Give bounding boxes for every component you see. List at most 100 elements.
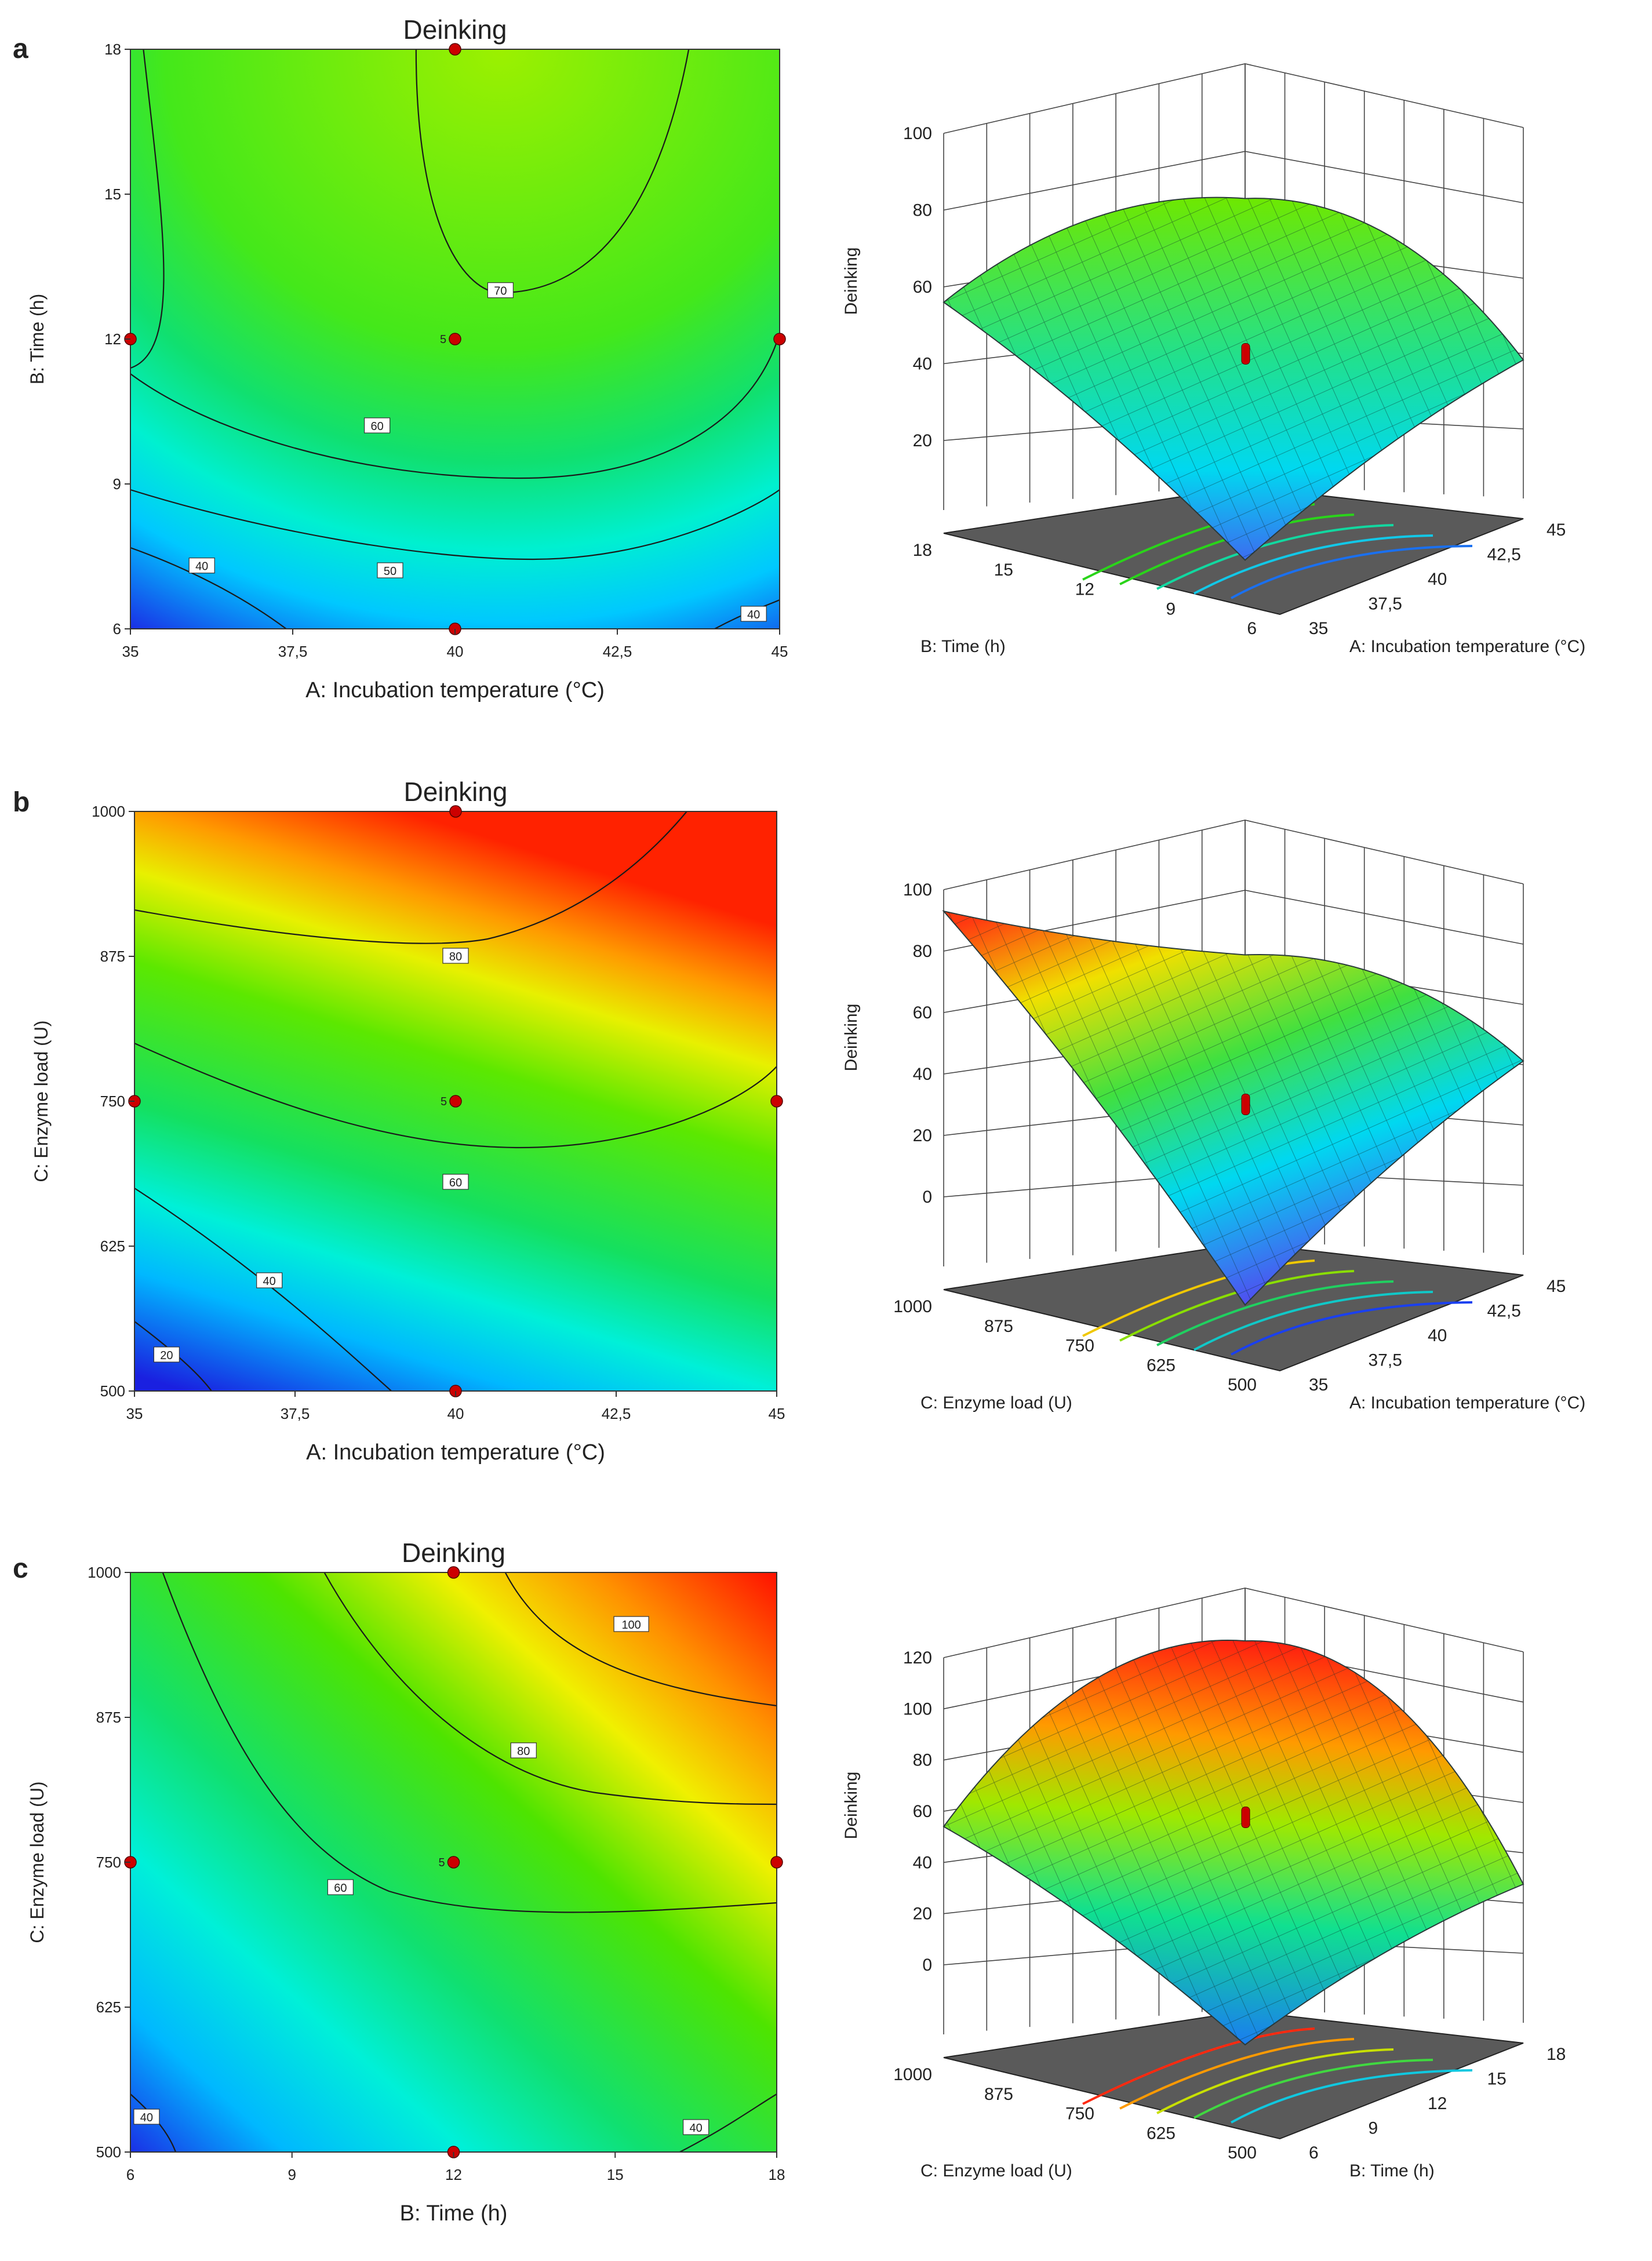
y-axis-label: B: Time (h) <box>27 294 48 384</box>
y-tick-label: 12 <box>104 330 121 348</box>
right-tick-label: 42,5 <box>1487 1302 1521 1321</box>
x-tick-label: 15 <box>607 2166 624 2183</box>
z-tick-label: 60 <box>913 1003 932 1022</box>
base-floor <box>943 1242 1524 1372</box>
x-tick-label: 6 <box>126 2166 134 2183</box>
left-tick-label: 750 <box>1065 1337 1094 1356</box>
y-tick-label: 875 <box>100 948 125 965</box>
contour-line <box>505 1572 777 1706</box>
left-tick-label: 875 <box>984 1317 1013 1336</box>
z-tick-label: 40 <box>913 1853 932 1872</box>
z-tick-label: 120 <box>903 1648 932 1667</box>
contour-line <box>680 2094 777 2152</box>
contour-label: 50 <box>384 565 396 578</box>
z-tick-label: 20 <box>913 431 932 450</box>
center-point <box>1241 1094 1250 1115</box>
y-tick-label: 500 <box>100 1382 125 1400</box>
wall-gridline <box>943 1588 1524 1658</box>
wall-gridline <box>943 63 1524 134</box>
x-tick-label: 40 <box>447 643 464 660</box>
design-point-count: 5 <box>439 1856 445 1869</box>
contour-label: 60 <box>370 420 383 433</box>
x-tick-label: 42,5 <box>603 643 632 660</box>
y-tick-label: 625 <box>100 1237 125 1255</box>
contour-line <box>130 2094 176 2152</box>
wall-gridline <box>943 820 1524 890</box>
surface-plot-c: 0 20 40 60 80 100 120 Deinking 500 625 750 875 1000 C… <box>842 1588 1566 2180</box>
right-tick-label: 9 <box>1369 2119 1378 2138</box>
contour-label: 80 <box>517 1745 530 1758</box>
contour-label: 60 <box>334 1882 347 1895</box>
right-tick-label: 35 <box>1309 1375 1328 1395</box>
z-tick-label: 60 <box>913 1802 932 1821</box>
contour-label-box <box>327 1879 354 1895</box>
base-floor <box>943 486 1524 616</box>
contour-label: 80 <box>449 951 462 963</box>
right-tick-label: 37,5 <box>1369 595 1402 614</box>
surface-mesh <box>944 1640 1523 2045</box>
y-tick-label: 9 <box>113 475 121 493</box>
floor-contour <box>1193 2059 1433 2119</box>
left-axis-label: C: Enzyme load (U) <box>920 1393 1072 1412</box>
x-tick-label: 45 <box>769 1405 785 1422</box>
surface-mesh <box>944 197 1523 560</box>
contour-lines <box>130 1572 777 2152</box>
left-tick-label: 750 <box>1065 2105 1094 2124</box>
left-tick-label: 625 <box>1147 2124 1176 2143</box>
z-tick-label: 0 <box>922 1188 932 1207</box>
right-axis-label: B: Time (h) <box>1349 2161 1435 2180</box>
base-floor <box>943 2010 1524 2140</box>
panel-letter-b: b <box>13 787 30 818</box>
right-tick-label: 12 <box>1428 2094 1447 2113</box>
floor-contour <box>1082 2027 1315 2105</box>
contour-lines <box>134 811 777 1391</box>
panel-letter-c: c <box>13 1553 28 1584</box>
contour-line <box>130 548 286 629</box>
x-axis-label: A: Incubation temperature (°C) <box>305 678 605 702</box>
floor-contour <box>1193 1291 1433 1351</box>
z-tick-label: 0 <box>922 1956 932 1975</box>
left-axis-label: B: Time (h) <box>920 637 1006 656</box>
contour-label-box <box>133 2109 160 2125</box>
left-tick-label: 18 <box>913 541 932 560</box>
contour-label-box <box>442 948 469 964</box>
surface-plot-a: 20 40 60 80 100 Deinking 6 9 12 15 18 B: Time (h) 35… <box>842 63 1585 656</box>
x-tick-label: 37,5 <box>278 643 308 660</box>
contour-line <box>134 811 687 944</box>
y-axis-label: C: Enzyme load (U) <box>27 1781 48 1943</box>
contour-label-box <box>188 558 215 574</box>
z-tick-label: 100 <box>903 1699 932 1718</box>
contour-label-box <box>256 1272 283 1288</box>
chart-title: Deinking <box>402 1538 505 1568</box>
design-point <box>449 1095 462 1108</box>
center-point <box>1241 1807 1250 1829</box>
design-point <box>447 1566 460 1579</box>
chart-title: Deinking <box>404 777 508 807</box>
x-axis-label: A: Incubation temperature (°C) <box>306 1440 605 1465</box>
x-tick-label: 37,5 <box>281 1405 310 1422</box>
contour-label-box <box>442 1174 469 1190</box>
z-axis-label: Deinking <box>842 1772 861 1840</box>
contour-line <box>134 1188 391 1391</box>
x-tick-label: 9 <box>288 2166 296 2183</box>
y-tick-label: 15 <box>104 185 121 203</box>
y-tick-label: 1000 <box>92 803 125 820</box>
contour-label-box <box>683 2119 709 2135</box>
z-tick-label: 20 <box>913 1905 932 1924</box>
right-tick-label: 15 <box>1487 2070 1507 2089</box>
left-axis-label: C: Enzyme load (U) <box>920 2161 1072 2180</box>
floor-contour <box>1119 2038 1355 2110</box>
left-tick-label: 500 <box>1228 2143 1257 2162</box>
chart-title: Deinking <box>403 14 507 45</box>
z-tick-label: 40 <box>913 1065 932 1084</box>
right-tick-label: 6 <box>1309 2143 1319 2162</box>
contour-label-box <box>510 1742 537 1758</box>
y-tick-label: 6 <box>113 620 121 638</box>
design-point <box>773 333 786 345</box>
contour-label-box <box>153 1346 180 1363</box>
left-tick-label: 875 <box>984 2085 1013 2104</box>
right-tick-label: 18 <box>1547 2045 1566 2064</box>
design-point <box>770 1856 783 1869</box>
x-tick-label: 45 <box>772 643 788 660</box>
